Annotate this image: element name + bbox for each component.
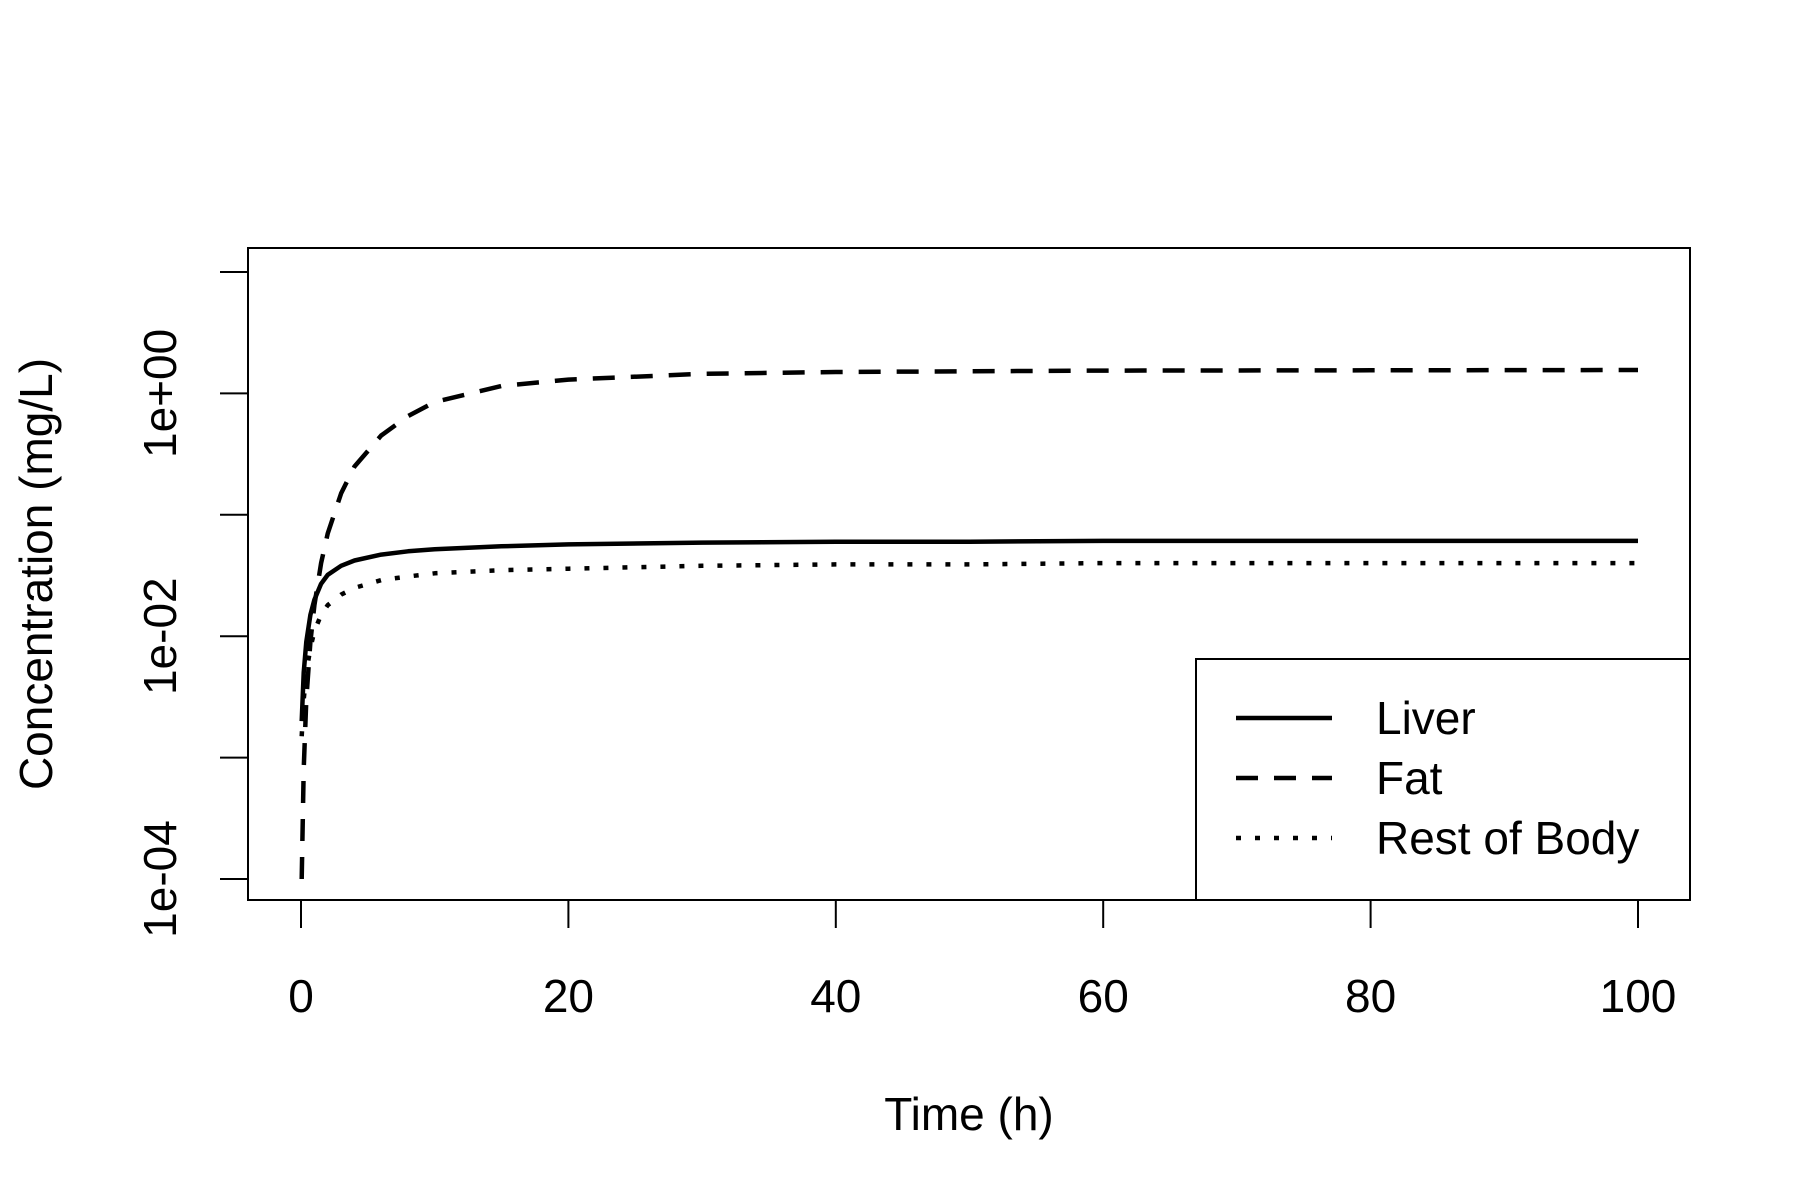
y-axis: 1e-04 1e-02 1e+00	[134, 271, 249, 938]
x-tick-label: 20	[543, 970, 594, 1022]
series-line-fat	[299, 367, 1639, 880]
x-tick-label: 80	[1345, 970, 1396, 1022]
series-layer	[299, 367, 1639, 880]
legend-label: Liver	[1376, 692, 1476, 744]
x-tick-label: 40	[810, 970, 861, 1022]
series-line-liver	[299, 538, 1638, 722]
series-line-rest-of-body	[299, 560, 1638, 737]
x-axis: 0 20 40 60 80 100	[288, 899, 1677, 1022]
x-tick-label: 0	[288, 970, 314, 1022]
y-axis-label: Concentration (mg/L)	[10, 358, 62, 790]
x-axis-label: Time (h)	[884, 1088, 1054, 1140]
x-tick-label: 60	[1078, 970, 1129, 1022]
x-tick-label: 100	[1600, 970, 1677, 1022]
y-tick-label: 1e-02	[134, 577, 186, 695]
legend-label: Rest of Body	[1376, 812, 1639, 864]
y-tick-label: 1e-04	[134, 820, 186, 938]
legend: Liver Fat Rest of Body	[1195, 658, 1691, 901]
legend-label: Fat	[1376, 752, 1443, 804]
y-tick-label: 1e+00	[134, 329, 186, 458]
